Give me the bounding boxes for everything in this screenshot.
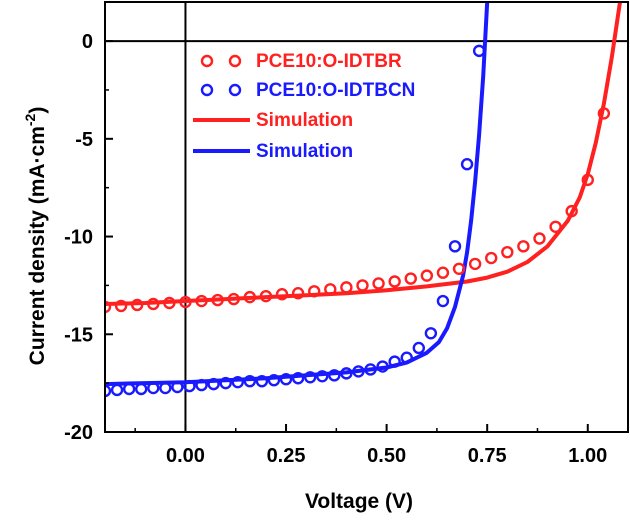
y-tick-label: -5 bbox=[75, 129, 93, 151]
data-point-pce10-o-idtbcn bbox=[303, 371, 317, 384]
data-point-pce10-o-idtbr bbox=[291, 287, 305, 300]
data-point-pce10-o-idtbr bbox=[420, 269, 434, 282]
y-axis-title-superscript: -2 bbox=[22, 113, 38, 126]
x-tick-label: 0.00 bbox=[166, 445, 205, 467]
data-point-pce10-o-idtbr bbox=[195, 294, 208, 308]
data-point-pce10-o-idtbr bbox=[565, 204, 578, 218]
legend: PCE10:O-IDTBR PCE10:O-IDTBCN Simulation Sim… bbox=[193, 51, 415, 162]
y-axis-title-close: ) bbox=[26, 107, 49, 114]
data-point-pce10-o-idtbr bbox=[436, 266, 450, 279]
data-point-pce10-o-idtbr bbox=[501, 245, 514, 259]
data-point-pce10-o-idtbr bbox=[452, 262, 466, 275]
data-point-pce10-o-idtbcn bbox=[291, 372, 305, 385]
x-axis-title: Voltage (V) bbox=[305, 490, 413, 513]
data-point-pce10-o-idtbcn bbox=[219, 376, 232, 390]
data-point-pce10-o-idtbr bbox=[114, 299, 128, 313]
data-point-pce10-o-idtbcn bbox=[328, 369, 341, 382]
x-tick-label: 1.00 bbox=[568, 445, 607, 467]
data-point-pce10-o-idtbcn bbox=[412, 341, 425, 355]
x-tick-label: 0.75 bbox=[468, 445, 507, 467]
data-point-pce10-o-idtbcn bbox=[316, 370, 329, 383]
series-line-simulation-2 bbox=[105, 2, 622, 306]
data-point-pce10-o-idtbr bbox=[130, 298, 144, 312]
data-point-pce10-o-idtbcn bbox=[400, 351, 413, 364]
data-point-pce10-o-idtbr bbox=[597, 107, 611, 120]
data-point-pce10-o-idtbr bbox=[308, 285, 321, 298]
y-tick-label: -15 bbox=[64, 324, 93, 346]
y-tick-label: -20 bbox=[64, 422, 93, 444]
data-point-pce10-o-idtbr bbox=[372, 277, 385, 290]
data-point-pce10-o-idtbcn bbox=[267, 374, 281, 387]
data-point-pce10-o-idtbr bbox=[549, 220, 562, 233]
data-point-pce10-o-idtbr bbox=[275, 288, 289, 301]
data-point-pce10-o-idtbcn bbox=[122, 382, 136, 396]
data-point-pce10-o-idtbcn bbox=[195, 378, 208, 392]
plot-area bbox=[105, 2, 628, 432]
legend-label-simulation: Simulation bbox=[256, 141, 353, 162]
data-point-pce10-o-idtbcn bbox=[207, 377, 220, 391]
y-axis-title-main: Current density (mA·cm bbox=[26, 126, 49, 365]
data-point-pce10-o-idtbcn bbox=[105, 384, 112, 398]
data-point-pce10-o-idtbcn bbox=[352, 365, 365, 378]
y-tick-label: -10 bbox=[64, 227, 93, 249]
data-point-pce10-o-idtbcn bbox=[279, 373, 293, 386]
data-point-pce10-o-idtbr bbox=[147, 297, 160, 311]
plot-inner bbox=[105, 2, 628, 432]
x-tick-label: 0.25 bbox=[267, 445, 306, 467]
data-point-pce10-o-idtbr bbox=[404, 272, 417, 285]
legend-marker-pce10-o-idtbcn bbox=[200, 83, 214, 97]
data-point-pce10-o-idtbcn bbox=[147, 381, 160, 395]
data-point-pce10-o-idtbr bbox=[388, 275, 401, 288]
data-point-pce10-o-idtbr bbox=[259, 289, 273, 303]
data-point-pce10-o-idtbcn bbox=[243, 374, 257, 388]
x-tick-label: 0.50 bbox=[367, 445, 406, 467]
y-axis-title: Current density (mA·cm-2) bbox=[22, 107, 49, 366]
data-point-pce10-o-idtbcn bbox=[340, 367, 353, 380]
data-point-pce10-o-idtbcn bbox=[159, 381, 172, 395]
data-point-pce10-o-idtbr bbox=[517, 240, 530, 253]
plot-frame bbox=[104, 1, 629, 433]
data-point-pce10-o-idtbr bbox=[211, 293, 224, 307]
data-point-pce10-o-idtbcn bbox=[135, 382, 148, 396]
data-point-pce10-o-idtbcn bbox=[460, 158, 474, 171]
data-point-pce10-o-idtbr bbox=[324, 283, 337, 296]
data-point-pce10-o-idtbcn bbox=[376, 360, 389, 373]
legend-marker-pce10-o-idtbr bbox=[228, 54, 242, 68]
legend-marker-pce10-o-idtbr bbox=[200, 54, 214, 68]
legend-label-pce10-o-idtbr: PCE10:O-IDTBR bbox=[256, 51, 402, 72]
data-point-pce10-o-idtbr bbox=[105, 300, 112, 314]
data-point-pce10-o-idtbcn bbox=[231, 375, 244, 389]
data-point-pce10-o-idtbr bbox=[163, 296, 176, 310]
data-point-pce10-o-idtbcn bbox=[472, 44, 486, 58]
y-tick-label: 0 bbox=[82, 31, 93, 53]
data-point-pce10-o-idtbr bbox=[581, 173, 594, 187]
legend-label-pce10-o-idtbcn: PCE10:O-IDTBCN bbox=[256, 80, 415, 101]
data-point-pce10-o-idtbcn bbox=[110, 383, 124, 397]
data-point-pce10-o-idtbcn bbox=[255, 374, 269, 388]
legend-marker-pce10-o-idtbcn bbox=[228, 83, 242, 97]
data-point-pce10-o-idtbr bbox=[356, 279, 369, 292]
data-point-pce10-o-idtbr bbox=[533, 232, 546, 245]
data-point-pce10-o-idtbr bbox=[340, 281, 353, 294]
data-point-pce10-o-idtbcn bbox=[424, 327, 438, 340]
axes: 0.00 0.25 0.50 0.75 1.00 0 -5 -10 -15 -20 bbox=[64, 1, 629, 467]
data-point-pce10-o-idtbcn bbox=[364, 363, 377, 376]
data-point-pce10-o-idtbcn bbox=[171, 380, 184, 394]
data-point-pce10-o-idtbr bbox=[179, 295, 192, 309]
data-point-pce10-o-idtbr bbox=[485, 251, 498, 265]
data-point-pce10-o-idtbcn bbox=[388, 355, 401, 368]
data-point-pce10-o-idtbcn bbox=[183, 379, 196, 393]
data-point-pce10-o-idtbcn bbox=[436, 294, 450, 308]
data-point-pce10-o-idtbr bbox=[243, 290, 257, 304]
legend-label-simulation: Simulation bbox=[256, 110, 353, 131]
data-point-pce10-o-idtbr bbox=[227, 292, 240, 306]
data-point-pce10-o-idtbcn bbox=[448, 240, 462, 253]
data-point-pce10-o-idtbr bbox=[468, 257, 482, 271]
